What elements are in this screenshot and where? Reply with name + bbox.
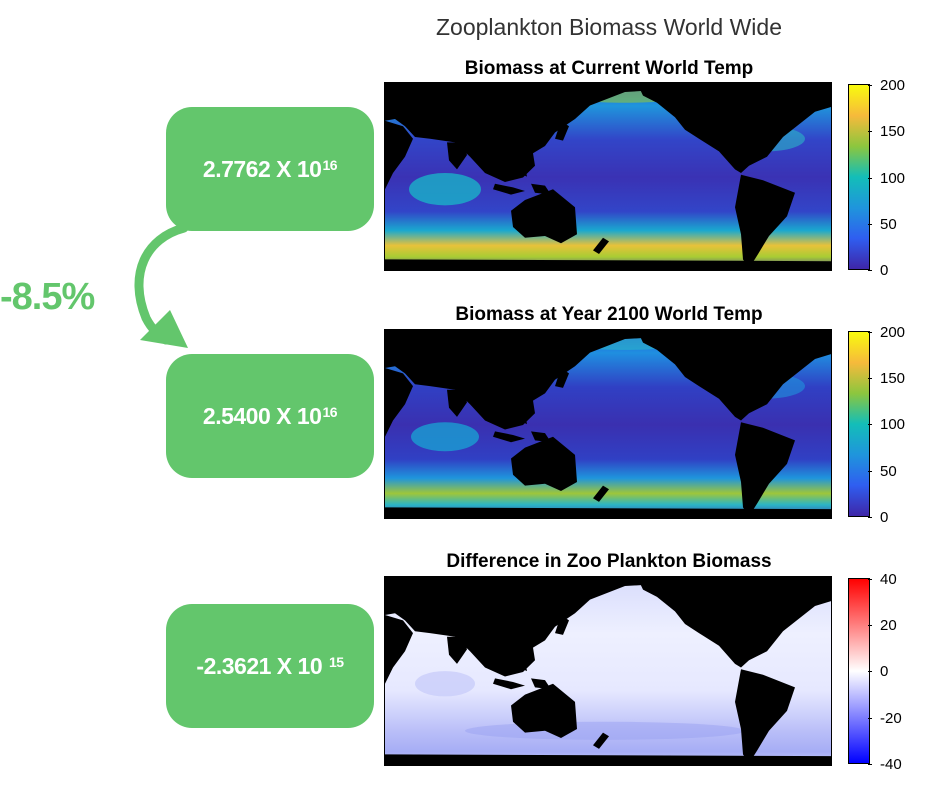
- percent-change-label: -8.5%: [0, 276, 95, 318]
- value-box-2100: 2.5400 X 10 16: [166, 354, 374, 478]
- map-current-biomass: [384, 82, 832, 271]
- panel-title-current: Biomass at Current World Temp: [464, 58, 754, 79]
- map-difference: [384, 576, 832, 766]
- value-mantissa: 2.5400 X 10: [202, 402, 322, 429]
- colorbar-tick: 150: [867, 370, 906, 387]
- colorbar-difference: [848, 578, 870, 764]
- colorbar-tick: 50: [868, 463, 897, 480]
- colorbar-tick: 40: [868, 571, 897, 588]
- value-exponent: 15: [329, 654, 344, 670]
- value-mantissa: 2.7762 X 10: [202, 155, 322, 182]
- colorbar-2100: [848, 331, 870, 517]
- colorbar-tick: 0: [867, 509, 889, 526]
- curved-arrow-icon: [134, 223, 189, 348]
- value-exponent: 16: [322, 404, 338, 420]
- colorbar-tick: 50: [868, 216, 897, 233]
- colorbar-tick: 100: [867, 416, 906, 433]
- figure-title: Zooplankton Biomass World Wide: [436, 14, 782, 40]
- colorbar-tick: 200: [867, 77, 906, 94]
- colorbar-tick: 0: [867, 663, 889, 680]
- value-box-difference: -2.3621 X 10 15: [166, 604, 374, 728]
- colorbar-tick: 150: [867, 123, 906, 140]
- panel-title-2100: Biomass at Year 2100 World Temp: [455, 304, 763, 325]
- map-2100-biomass: [384, 329, 832, 519]
- colorbar-current: [848, 84, 870, 270]
- value-mantissa: -2.3621 X 10: [196, 652, 329, 679]
- colorbar-tick: -20: [868, 710, 902, 727]
- panel-title-difference: Difference in Zoo Plankton Biomass: [446, 551, 772, 572]
- value-box-current: 2.7762 X 10 16: [166, 107, 374, 231]
- colorbar-tick: -40: [868, 756, 902, 773]
- value-exponent: 16: [322, 157, 338, 173]
- colorbar-tick: 100: [867, 170, 906, 187]
- colorbar-tick: 0: [867, 262, 889, 279]
- colorbar-tick: 20: [868, 617, 897, 634]
- colorbar-tick: 200: [867, 324, 906, 341]
